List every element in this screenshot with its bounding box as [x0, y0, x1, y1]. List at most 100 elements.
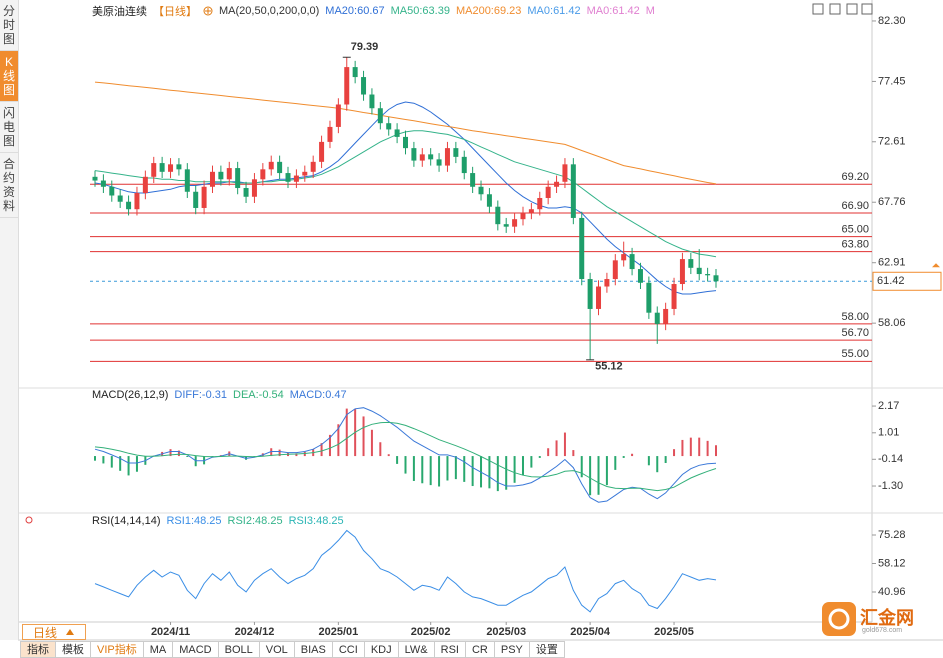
y-tick-label: 67.76 [878, 196, 906, 208]
legend-entry: MA0:61.42 [586, 5, 640, 17]
candle-body [587, 279, 593, 309]
toolbar-tab[interactable]: RSI [434, 641, 466, 658]
candle-body [184, 169, 190, 192]
candle-body [344, 67, 350, 105]
y-tick-label: 75.28 [878, 529, 906, 541]
candle-body [663, 308, 669, 324]
macd-bar [555, 440, 558, 457]
candle-body [562, 164, 568, 182]
x-tick-label: 2025/04 [570, 626, 611, 638]
macd-bar [563, 432, 566, 457]
side-tab[interactable]: 合约资料 [0, 153, 18, 218]
macd-bar [698, 437, 701, 457]
toolbar-tab[interactable]: MACD [173, 641, 219, 658]
period-arrow[interactable] [66, 629, 74, 635]
candle-body [520, 212, 526, 220]
x-tick-label: 2024/12 [235, 626, 275, 638]
toolbar-tab[interactable]: PSY [494, 641, 530, 658]
candle-body [654, 312, 660, 324]
candle-body [226, 168, 232, 180]
macd-bar [597, 456, 600, 495]
candle-body [621, 254, 627, 261]
toolbar-tab[interactable]: 模板 [56, 641, 91, 658]
macd-bar [110, 456, 113, 468]
candle-body [596, 286, 602, 309]
toolbar-tab[interactable]: BIAS [294, 641, 333, 658]
candle-body [537, 197, 543, 210]
last-price-arrow [932, 263, 940, 268]
level-label: 58.00 [841, 311, 869, 323]
icon[interactable] [846, 3, 858, 15]
macd-bar [127, 456, 130, 476]
toolbar-tab[interactable]: 设置 [529, 641, 565, 658]
macd-bar [614, 456, 617, 470]
legend-period: 【日线】 [153, 6, 197, 18]
toolbar-tab[interactable]: 指标 [20, 641, 56, 658]
macd-line [94, 421, 717, 492]
macd-bar [135, 456, 138, 472]
side-tab[interactable]: 分时图 [0, 0, 18, 51]
toolbar-tab[interactable]: LW& [398, 641, 435, 658]
macd-bar [589, 456, 592, 496]
candle-body [688, 259, 694, 268]
candle-body [126, 201, 132, 210]
candle-body [386, 123, 392, 130]
toolbar-tab[interactable]: CCI [332, 641, 365, 658]
candle-body [327, 126, 333, 142]
macd-bar [396, 456, 399, 464]
candle-body [92, 176, 98, 181]
macd-line [94, 407, 717, 503]
high-label: 79.39 [351, 41, 379, 53]
candle-body [696, 267, 702, 275]
macd-bar [631, 453, 634, 457]
candle-body [168, 164, 174, 172]
legend-entry: MA200:69.23 [455, 5, 522, 17]
legend-entry: RSI3:48.25 [288, 515, 344, 527]
macd-bar [505, 456, 508, 490]
y-tick-label: 62.91 [878, 257, 906, 269]
macd-bar [715, 445, 717, 457]
toolbar-tab[interactable]: VOL [259, 641, 295, 658]
candle-body [470, 173, 476, 187]
macd-bar [538, 456, 541, 458]
candle-body [235, 168, 241, 189]
rsi-line [94, 529, 717, 613]
toolbar-tab[interactable]: VIP指标 [91, 641, 144, 658]
candle-body [335, 104, 341, 127]
candle-body [554, 181, 560, 187]
legend-entry: MA20:60.67 [325, 5, 385, 17]
icon[interactable] [861, 3, 873, 15]
candle-body [579, 217, 585, 280]
macd-bar [530, 456, 533, 468]
toolbar-tab[interactable]: KDJ [364, 641, 399, 658]
toolbar-tab[interactable]: MA [143, 641, 174, 658]
toolbar-icons[interactable] [812, 3, 873, 15]
y-tick-label: 58.12 [878, 557, 906, 569]
period-button[interactable]: 日线 [22, 624, 86, 640]
macd-bar [320, 443, 323, 457]
macd-bar [379, 442, 382, 457]
candle-body [201, 186, 207, 208]
side-tab[interactable]: 闪电图 [0, 102, 18, 153]
icon[interactable] [829, 3, 841, 15]
macd-bar [345, 408, 348, 457]
legend-title: MACD(26,12,9) [92, 389, 169, 401]
add-icon[interactable] [203, 6, 213, 16]
side-tab[interactable]: K线图 [0, 51, 18, 102]
level-label: 55.00 [841, 348, 869, 360]
macd-bar [689, 437, 692, 457]
macd-bar [547, 448, 550, 457]
icon[interactable] [812, 3, 824, 15]
candle-body [486, 194, 492, 207]
toolbar-tab[interactable]: BOLL [218, 641, 260, 658]
low-label: 55.12 [595, 361, 623, 373]
candle-body [377, 108, 383, 124]
toolbar-tab[interactable]: CR [465, 641, 495, 658]
level-label: 69.20 [841, 171, 869, 183]
macd-bar [404, 456, 407, 474]
candle-body [176, 164, 182, 170]
settings-icon[interactable] [25, 516, 33, 524]
macd-bar [337, 424, 340, 457]
candle-body [361, 77, 367, 95]
y-tick-label: 40.96 [878, 586, 906, 598]
